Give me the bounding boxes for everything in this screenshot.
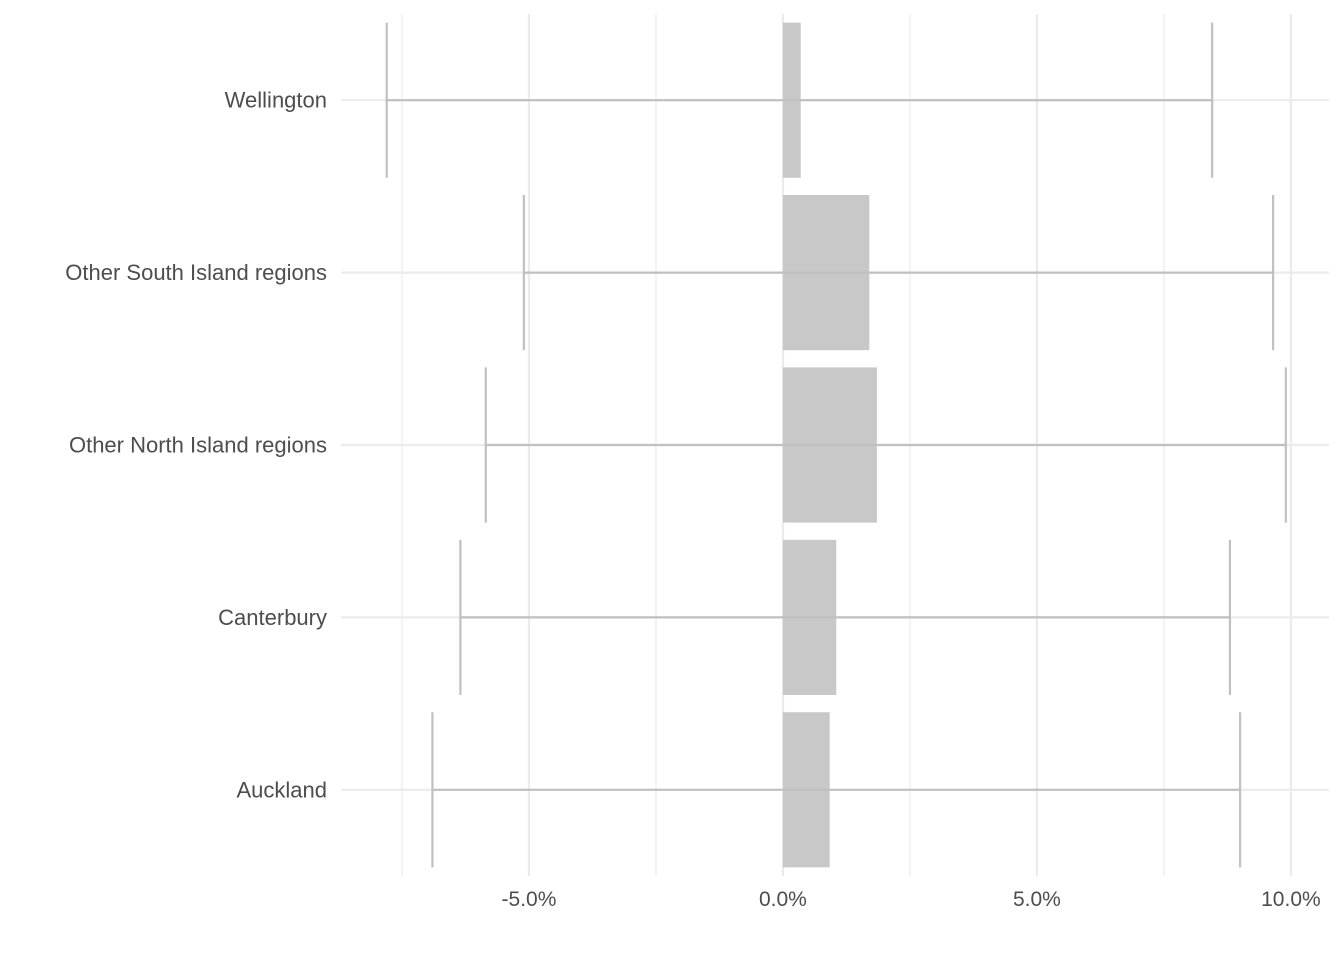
x-tick-label: -5.0% <box>502 888 557 911</box>
error-bar <box>522 195 1275 351</box>
category-label: Auckland <box>236 777 327 802</box>
category-labels: Wellington Other South Island regions Othe… <box>65 88 327 803</box>
error-bar <box>459 539 1232 695</box>
x-tick-labels: -5.0% 0.0% 5.0% 10.0% <box>502 888 1321 911</box>
category-label: Other South Island regions <box>65 260 327 285</box>
error-bar <box>484 367 1287 523</box>
category-label: Canterbury <box>218 605 327 630</box>
category-label: Wellington <box>225 88 327 113</box>
error-bar <box>385 22 1214 178</box>
error-bars <box>385 22 1287 868</box>
x-tick-label: 10.0% <box>1261 888 1321 911</box>
x-tick-label: 5.0% <box>1013 888 1061 911</box>
x-tick-label: 0.0% <box>759 888 807 911</box>
error-bar <box>431 712 1242 868</box>
category-label: Other North Island regions <box>69 433 327 458</box>
